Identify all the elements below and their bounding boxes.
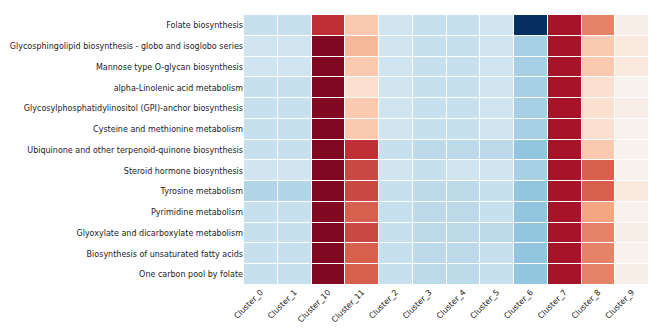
svg-text:Folate biosynthesis: Folate biosynthesis	[166, 21, 243, 30]
svg-text:Tyrosine metabolism: Tyrosine metabolism	[160, 187, 244, 196]
svg-text:Cluster_10: Cluster_10	[296, 288, 332, 324]
svg-text:Cluster_4: Cluster_4	[435, 288, 468, 321]
svg-text:Glycosylphosphatidylinositol (: Glycosylphosphatidylinositol (GPI)-ancho…	[24, 104, 243, 113]
svg-text:Cysteine and methionine metabo: Cysteine and methionine metabolism	[93, 125, 243, 134]
svg-text:One carbon pool by folate: One carbon pool by folate	[139, 270, 243, 279]
svg-text:Glycosphingolipid biosynthesis: Glycosphingolipid biosynthesis - globo a…	[10, 42, 243, 51]
svg-text:Cluster_7: Cluster_7	[536, 288, 569, 321]
svg-text:Cluster_2: Cluster_2	[367, 288, 400, 321]
svg-text:Cluster_3: Cluster_3	[401, 288, 434, 321]
svg-text:Glyoxylate and dicarboxylate m: Glyoxylate and dicarboxylate metabolism	[76, 229, 243, 238]
svg-text:alpha-Linolenic acid metabolis: alpha-Linolenic acid metabolism	[114, 83, 244, 92]
svg-text:Steroid hormone biosynthesis: Steroid hormone biosynthesis	[124, 167, 243, 176]
svg-text:Mannose type O-glycan biosynth: Mannose type O-glycan biosynthesis	[96, 63, 243, 72]
svg-text:Cluster_1: Cluster_1	[266, 288, 299, 321]
svg-text:Cluster_0: Cluster_0	[232, 288, 265, 321]
svg-text:Cluster_5: Cluster_5	[469, 288, 502, 321]
svg-text:Pyrimidine metabolism: Pyrimidine metabolism	[151, 208, 243, 217]
svg-text:Cluster_11: Cluster_11	[330, 288, 366, 324]
svg-text:Biosynthesis of unsaturated fa: Biosynthesis of unsaturated fatty acids	[87, 250, 243, 259]
svg-text:Cluster_8: Cluster_8	[570, 288, 603, 321]
svg-text:Cluster_9: Cluster_9	[604, 288, 637, 321]
svg-text:Ubiquinone and other terpenoid: Ubiquinone and other terpenoid-quinone b…	[27, 146, 243, 155]
svg-text:Cluster_6: Cluster_6	[502, 288, 535, 321]
